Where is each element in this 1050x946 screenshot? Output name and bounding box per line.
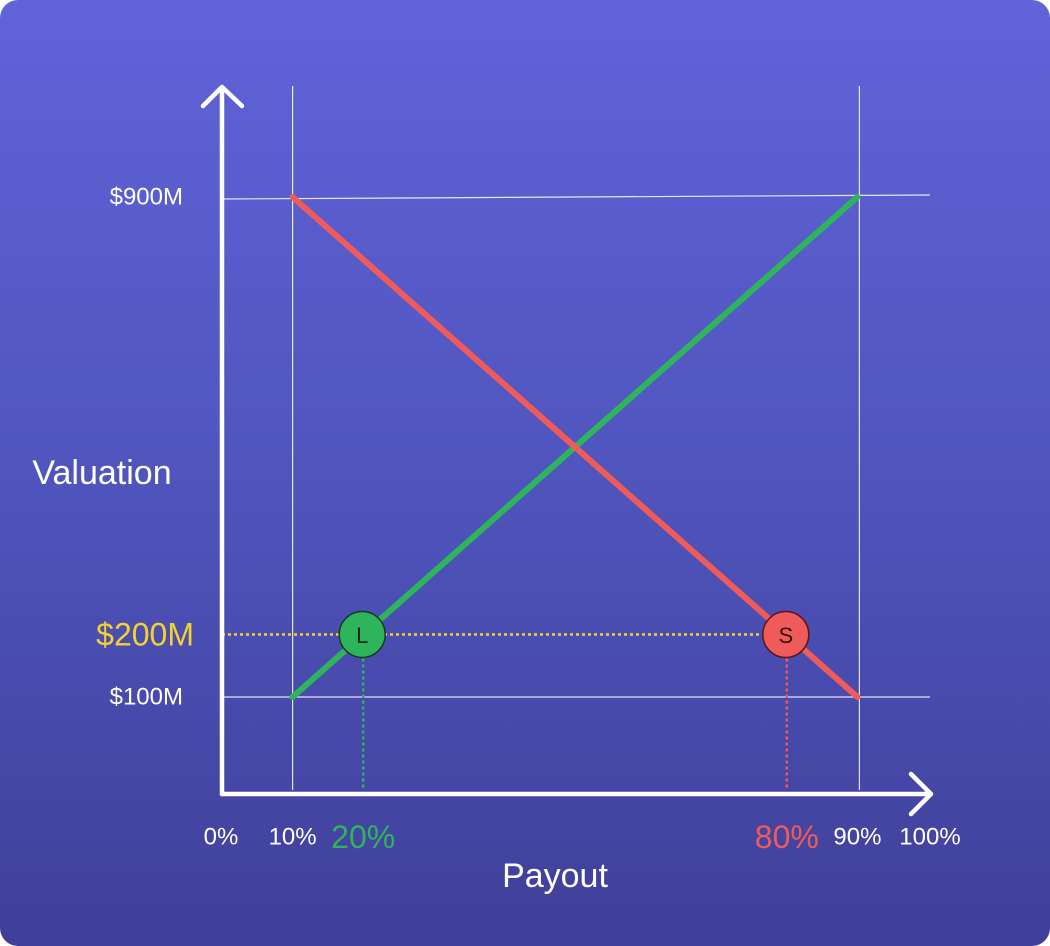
- marker-short: S: [762, 610, 810, 659]
- marker-long: L: [338, 610, 386, 659]
- long-payout-label: 20%: [331, 819, 395, 855]
- y-axis-title: Valuation: [32, 454, 171, 492]
- marker-long-letter: L: [356, 623, 368, 648]
- highlight-valuation-label: $200M: [96, 617, 194, 653]
- x-tick-label: 10%: [269, 824, 317, 851]
- x-axis-title: Payout: [502, 857, 608, 895]
- x-tick-label: 90%: [833, 824, 881, 851]
- y-tick-label: $900M: [110, 184, 183, 211]
- y-tick-label: $100M: [110, 684, 183, 711]
- gridline-y-900: [221, 194, 931, 200]
- short-payout-label: 80%: [755, 819, 819, 855]
- series-line-short: [289, 194, 861, 700]
- y-axis-arrow: [200, 84, 245, 797]
- x-axis-arrow: [219, 771, 934, 817]
- x-tick-label: 0%: [204, 824, 239, 851]
- x-tick-label: 100%: [899, 824, 960, 851]
- marker-short-letter: S: [778, 623, 793, 648]
